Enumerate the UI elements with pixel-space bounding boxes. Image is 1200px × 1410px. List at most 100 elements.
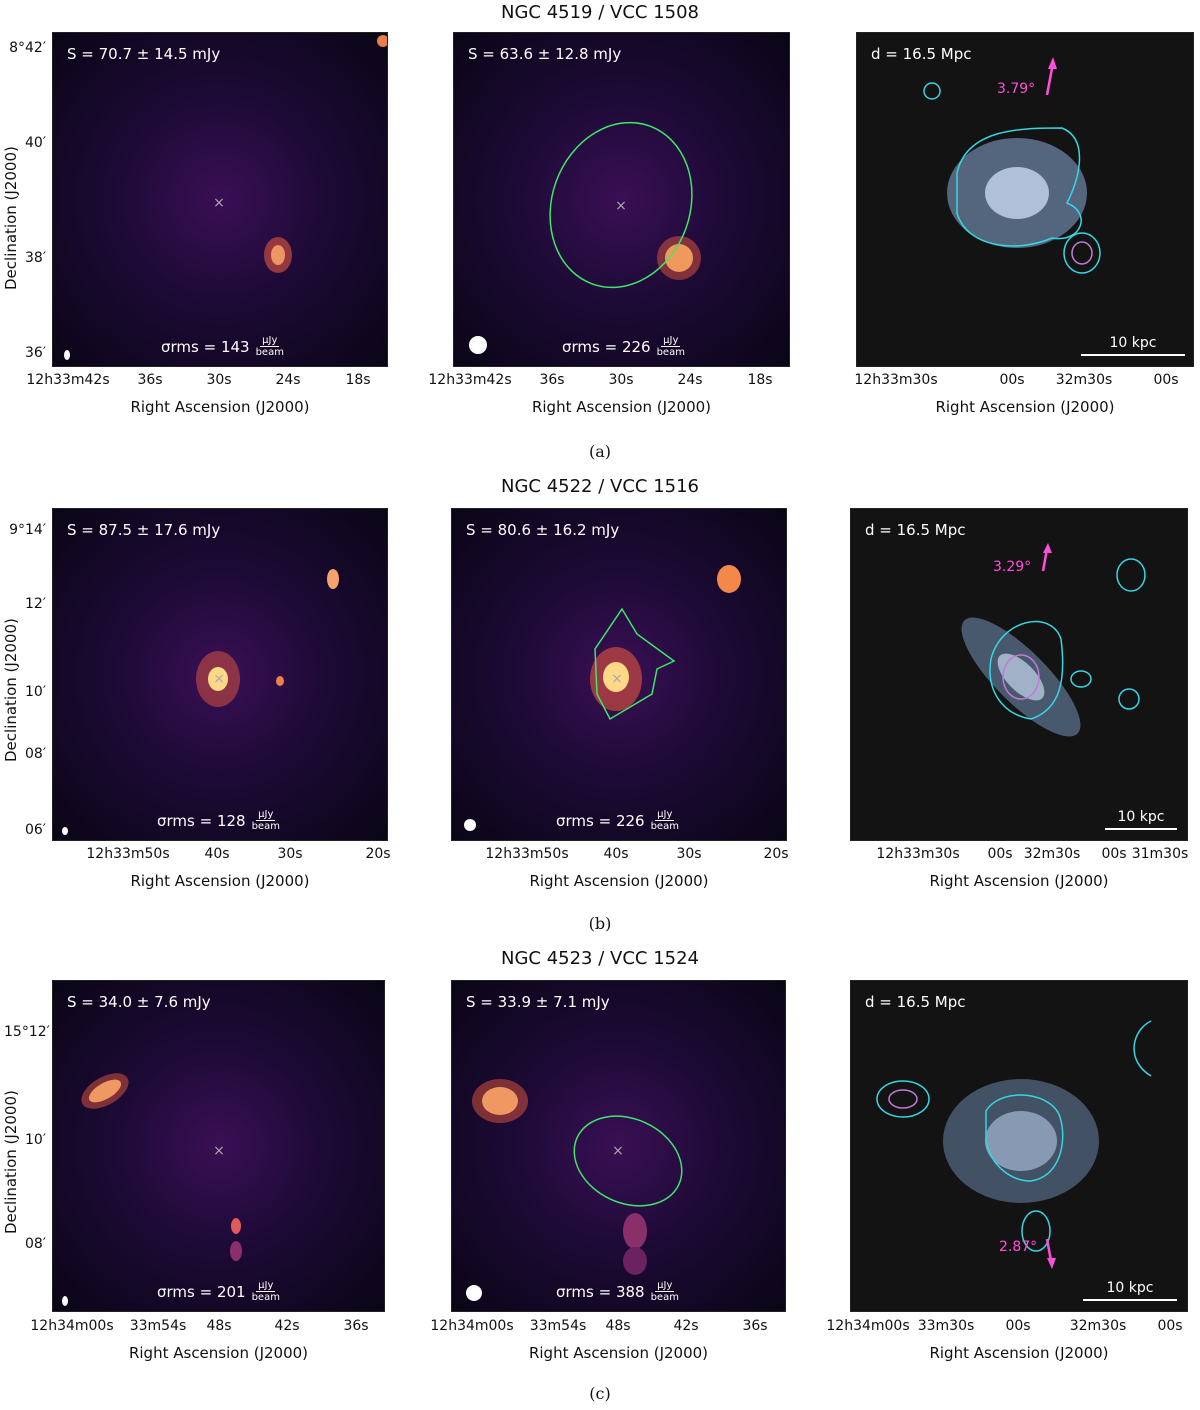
center-marker: × (213, 671, 225, 687)
rms-label: σrms = 128 μJy beam (157, 809, 282, 832)
subfigure-caption: (a) (588, 442, 612, 461)
x-tick: 40s (204, 846, 230, 862)
x-tick: 12h34m00s (826, 1318, 910, 1334)
pa-arrowhead (1043, 543, 1052, 553)
bright-source-halo (657, 236, 701, 280)
x-tick: 30s (206, 372, 232, 388)
rms-value: σrms = 226 (562, 337, 651, 356)
figure-row-b: NGC 4522 / VCC 1516 Declination (J2000) … (0, 472, 1200, 942)
x-tick: 33m54s (129, 1318, 187, 1334)
rms-label: σrms = 143 μJy beam (161, 335, 286, 358)
x-tick: 33m30s (917, 1318, 975, 1334)
rms-label: σrms = 201 μJy beam (157, 1280, 282, 1303)
galaxy-emission (208, 667, 228, 691)
y-tick: 15°12′ (4, 1024, 50, 1040)
bright-source-halo (264, 237, 292, 273)
radio-emission: × (64, 35, 387, 360)
x-tick: 32m30s (1069, 1318, 1127, 1334)
y-tick: 36′ (25, 345, 46, 361)
center-marker: × (611, 671, 623, 687)
x-tick: 00s (1101, 846, 1127, 862)
pa-label: 2.87° (999, 1239, 1038, 1255)
optical-overlay: d = 16.5 Mpc 3.29° 10 kpc (850, 508, 1188, 841)
beam-ellipse (62, 1296, 68, 1306)
contour (1070, 670, 1092, 688)
contour (989, 620, 1064, 720)
x-tick: 33m54s (529, 1318, 587, 1334)
beam-ellipse (62, 827, 68, 835)
x-tick: 00s (1005, 1318, 1031, 1334)
center-marker: × (213, 1143, 225, 1159)
row-title: NGC 4519 / VCC 1508 (501, 2, 699, 23)
x-tick: 12h33m30s (854, 372, 938, 388)
y-axis-label: Declination (J2000) (2, 1090, 20, 1234)
flux-aperture (573, 1115, 683, 1207)
rms-label: σrms = 226 μJy beam (556, 809, 681, 832)
beam-ellipse (466, 1285, 482, 1301)
radio-emission: × (464, 565, 741, 831)
rms-unit: μJy beam (656, 335, 685, 358)
x-tick: 12h33m50s (86, 846, 170, 862)
radio-emission: × (62, 569, 339, 835)
x-axis-label: Right Ascension (J2000) (929, 1344, 1109, 1362)
source (623, 1247, 647, 1275)
y-tick: 10′ (25, 684, 46, 700)
contour (1118, 688, 1140, 710)
radio-map-low-res: × S = 33.9 ± 7.1 mJy σrms = 388 μJy beam (451, 980, 786, 1312)
distance-label: d = 16.5 Mpc (865, 521, 966, 539)
x-tick: 42s (274, 1318, 300, 1334)
y-tick: 40′ (25, 135, 46, 151)
contour (1002, 654, 1040, 700)
x-tick: 00s (1153, 372, 1179, 388)
x-tick: 36s (539, 372, 565, 388)
x-tick: 12h33m42s (428, 372, 512, 388)
radio-map-high-res: × S = 87.5 ± 17.6 mJy σrms = 128 μJy beam (52, 508, 388, 841)
rms-label: σrms = 388 μJy beam (556, 1280, 681, 1303)
source (717, 565, 741, 593)
rms-unit: μJy beam (251, 809, 280, 832)
x-tick: 00s (987, 846, 1013, 862)
contour (985, 1094, 1064, 1182)
optical-overlay: d = 16.5 Mpc 3.79° 10 kpc (856, 32, 1194, 367)
x-tick: 00s (999, 372, 1025, 388)
x-tick: 32m30s (1023, 846, 1081, 862)
contour (923, 82, 941, 100)
scale-bar: 10 kpc (1105, 809, 1177, 830)
y-tick: 38′ (25, 250, 46, 266)
x-axis-label: Right Ascension (J2000) (130, 872, 310, 890)
x-tick: 48s (206, 1318, 232, 1334)
radio-map-high-res: × S = 34.0 ± 7.6 mJy σrms = 201 μJy beam (52, 980, 385, 1312)
pa-arrow (1045, 1238, 1053, 1262)
x-tick: 36s (137, 372, 163, 388)
x-tick: 42s (673, 1318, 699, 1334)
rms-unit: μJy beam (251, 1280, 280, 1303)
edge-source (377, 35, 387, 47)
y-tick: 12′ (25, 596, 46, 612)
x-axis-label: Right Ascension (J2000) (130, 398, 310, 416)
beam-ellipse (469, 336, 487, 354)
distance-label: d = 16.5 Mpc (865, 993, 966, 1011)
radio-map-low-res: × S = 63.6 ± 12.8 mJy σrms = 226 μJy beam (453, 32, 790, 367)
pa-label: 3.79° (997, 81, 1036, 97)
rms-value: σrms = 388 (556, 1282, 645, 1301)
x-tick: 30s (608, 372, 634, 388)
radio-map-low-res: × S = 80.6 ± 16.2 mJy σrms = 226 μJy beam (451, 508, 787, 841)
contour (876, 1080, 930, 1118)
scale-bar: 10 kpc (1083, 1280, 1177, 1301)
y-tick: 10′ (25, 1132, 46, 1148)
x-axis-label: Right Ascension (J2000) (929, 872, 1109, 890)
radio-emission: × (469, 121, 701, 354)
contour (1063, 232, 1101, 274)
bright-source-halo (81, 1073, 129, 1109)
source (276, 676, 284, 686)
y-tick: 06′ (25, 822, 46, 838)
source (327, 569, 339, 589)
contour (1021, 1210, 1051, 1252)
flux-label: S = 63.6 ± 12.8 mJy (468, 45, 622, 63)
pa-label: 3.29° (993, 559, 1032, 575)
bright-source-halo (472, 1079, 528, 1123)
rms-unit: μJy beam (650, 1280, 679, 1303)
row-title: NGC 4522 / VCC 1516 (501, 476, 699, 497)
flux-label: S = 87.5 ± 17.6 mJy (67, 521, 221, 539)
flux-aperture (549, 121, 693, 289)
